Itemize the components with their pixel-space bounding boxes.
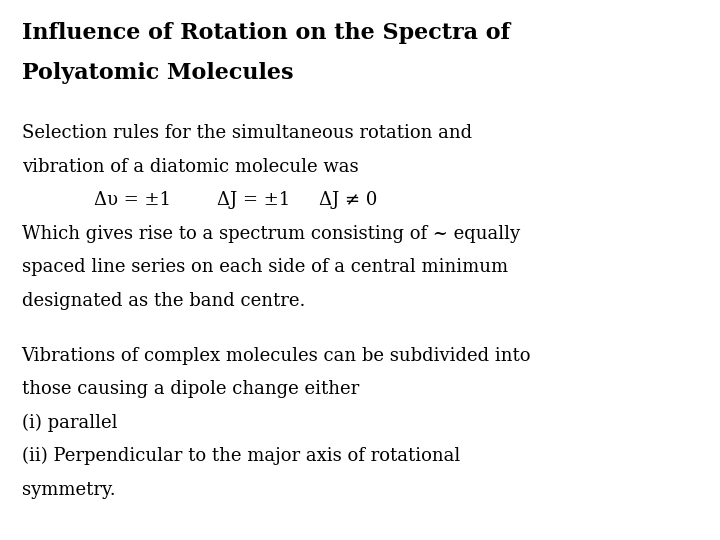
Text: (ii) Perpendicular to the major axis of rotational: (ii) Perpendicular to the major axis of … (22, 447, 460, 465)
Text: Polyatomic Molecules: Polyatomic Molecules (22, 62, 293, 84)
Text: symmetry.: symmetry. (22, 481, 115, 498)
Text: Which gives rise to a spectrum consisting of ~ equally: Which gives rise to a spectrum consistin… (22, 225, 520, 242)
Text: spaced line series on each side of a central minimum: spaced line series on each side of a cen… (22, 258, 508, 276)
Text: Influence of Rotation on the Spectra of: Influence of Rotation on the Spectra of (22, 22, 510, 44)
Text: vibration of a diatomic molecule was: vibration of a diatomic molecule was (22, 158, 359, 176)
Text: designated as the band centre.: designated as the band centre. (22, 292, 305, 309)
Text: (i) parallel: (i) parallel (22, 414, 117, 432)
Text: those causing a dipole change either: those causing a dipole change either (22, 380, 359, 398)
Text: Vibrations of complex molecules can be subdivided into: Vibrations of complex molecules can be s… (22, 347, 531, 364)
Text: Δυ = ±1        ΔJ = ±1     ΔJ ≠ 0: Δυ = ±1 ΔJ = ±1 ΔJ ≠ 0 (94, 191, 377, 209)
Text: Selection rules for the simultaneous rotation and: Selection rules for the simultaneous rot… (22, 124, 472, 142)
